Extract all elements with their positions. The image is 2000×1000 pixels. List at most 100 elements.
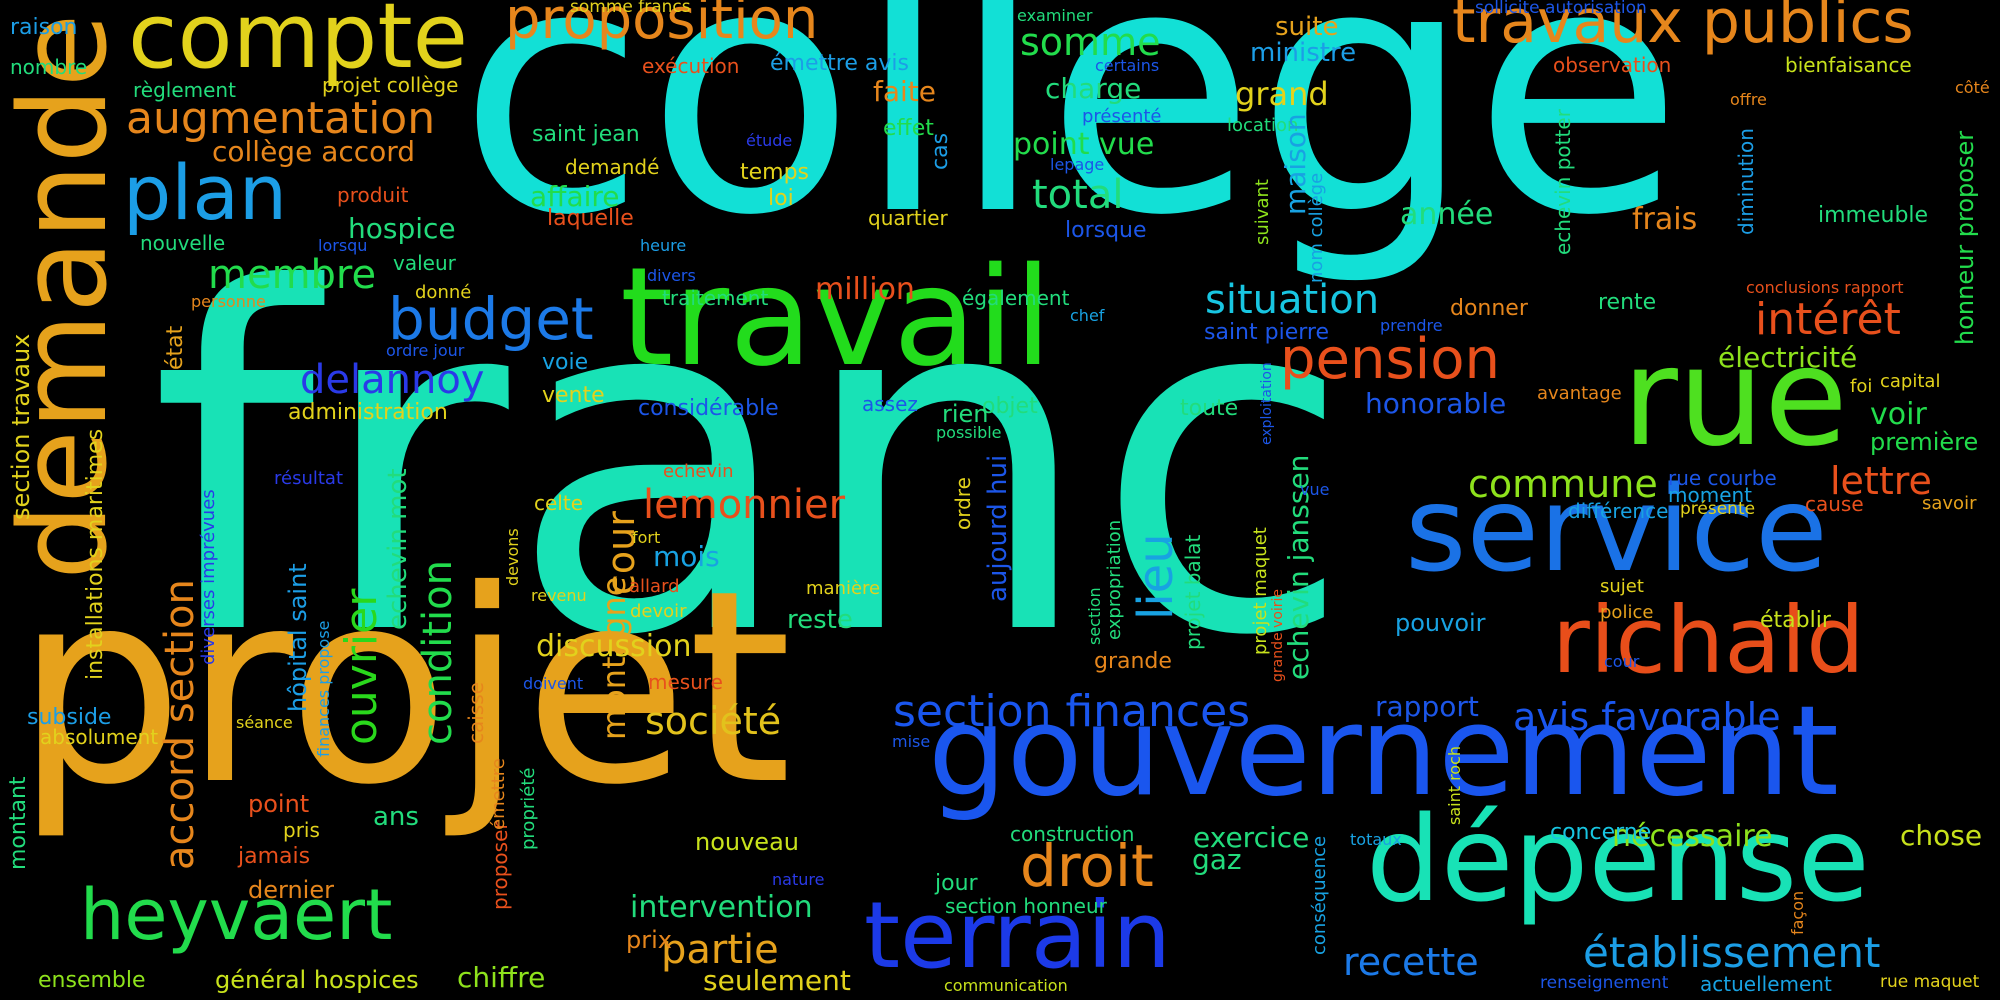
word: installations maritimes [83,428,108,680]
word: dernier [248,876,334,904]
word: prendre [1380,316,1443,335]
word: intérêt [1755,294,1901,345]
word: assez [862,392,918,416]
word: droit [1020,832,1154,900]
word: vue [1300,480,1330,499]
word: donné [415,282,472,303]
word: somme francs [570,0,691,17]
word: finances propose [314,620,333,757]
word: subside [27,705,112,730]
word: lieu [1128,533,1184,620]
word: lorsqu [318,236,368,255]
word: diverses imprévues [198,489,219,665]
word: cour [1604,652,1640,671]
word: allard [629,576,680,597]
word: expropriation [1104,519,1125,640]
word: diminution [1734,128,1758,235]
word: hôpital saint [284,563,312,712]
word: ans [373,802,419,832]
word: recette [1343,940,1479,984]
word: somme [1020,20,1161,64]
word: lemonnier [643,482,846,528]
word: projet maquet [1250,527,1271,655]
word: nouvelle [140,231,226,255]
word: travaux publics [1452,0,1914,57]
word: faite [873,75,936,108]
word: section [1085,587,1104,645]
word: suite [1275,12,1339,42]
word: grand [1235,75,1329,113]
word: total [1032,172,1124,218]
word: sujet [1600,576,1644,597]
word: condition [415,560,461,745]
word: sollicite autorisation [1475,0,1647,18]
word: propriété [518,767,539,850]
word: valeur [393,251,456,275]
word: compte [128,0,469,89]
word: section finances [893,686,1251,737]
word: rue maquet [1880,972,1980,992]
word: mois [653,540,720,573]
word: aujourd hui [983,454,1013,602]
word: reste [787,605,853,635]
word: règlement [133,78,236,102]
word: heure [640,236,687,255]
word: ouvrier [336,588,387,745]
word: exploitation [1259,362,1275,445]
word: côté [1955,78,1990,97]
word: commune [1468,462,1658,506]
word: première [1870,428,1979,456]
word: ordre [951,477,975,530]
word: service [1405,460,1828,598]
word: savoir [1922,493,1977,514]
word: présenté [1082,106,1162,127]
word: moment [1668,483,1753,507]
word: travail [620,239,1052,397]
word: possible [936,423,1002,442]
word: charge [1045,72,1142,105]
word: absolument [40,725,159,749]
word: rien [942,400,989,428]
word: projet [15,533,792,843]
word: vente [542,383,605,408]
word: totaux [1350,830,1402,849]
word: proposition [505,0,819,52]
word: concerne [1550,820,1652,845]
word: location [1227,115,1299,136]
word: demandé [565,155,660,179]
word: pouvoir [1395,609,1486,637]
word: gouvernement [928,680,1839,824]
word: saint pierre [1204,320,1329,345]
word: lettre [1830,459,1932,503]
word: capital [1880,371,1941,392]
word: construction [1010,822,1135,846]
word: année [1400,197,1494,232]
word: section travaux [7,333,35,520]
word: budget [388,285,594,353]
word: rente [1598,290,1657,315]
word: devoir [630,601,687,622]
word: point [248,790,310,818]
word: saint jean [532,122,640,147]
word: chiffre [457,961,546,994]
word: effet [883,116,934,141]
word: toute [1180,396,1239,421]
word: frais [1632,202,1698,237]
word: seulement [703,964,851,997]
word: hospice [348,212,456,245]
word: étude [746,131,793,150]
word: différence [1568,499,1669,523]
word: exercice [1193,821,1310,854]
word: section honneur [945,894,1107,918]
word: chef [1070,306,1105,325]
word: émettre avis [770,51,909,76]
word: établir [1760,608,1831,633]
word: proposer [488,821,512,910]
word: ministre [1250,38,1357,68]
word: caisse [464,682,488,744]
word: delannoy [300,357,485,403]
word: divers [647,266,696,285]
word: jamais [238,844,311,869]
word: situation [1205,277,1380,323]
